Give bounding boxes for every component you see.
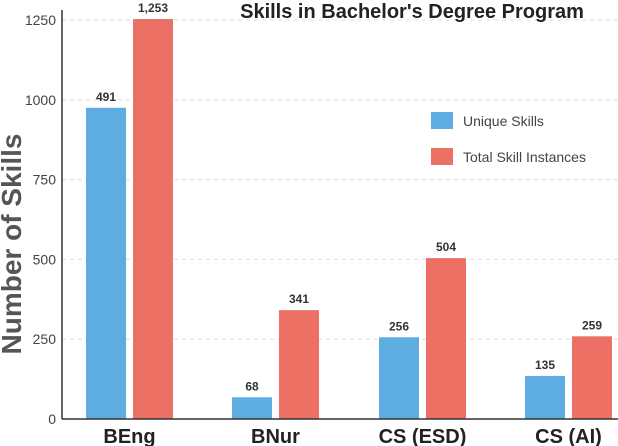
bar-value-label: 256 xyxy=(389,319,409,333)
bar-value-label: 341 xyxy=(289,292,309,306)
bar-value-label: 504 xyxy=(436,240,456,254)
bar-unique-1 xyxy=(232,397,272,419)
x-category-label: CS (AI) xyxy=(535,426,602,446)
legend: Unique Skills Total Skill Instances xyxy=(431,112,586,165)
bar-total-1 xyxy=(279,310,319,419)
y-axis-ticks: 0 250 500 750 1000 1250 xyxy=(25,12,56,427)
legend-swatch xyxy=(431,148,453,165)
legend-label: Total Skill Instances xyxy=(463,149,586,165)
bar-value-label: 491 xyxy=(96,90,116,104)
x-category-label: BNur xyxy=(251,426,300,446)
x-category-label: BEng xyxy=(103,426,155,446)
y-axis-label: Number of Skills xyxy=(0,134,27,355)
bar-value-label: 68 xyxy=(245,379,259,393)
bars xyxy=(86,19,612,420)
y-tick-label: 1250 xyxy=(25,12,56,28)
x-category-label: CS (ESD) xyxy=(379,426,467,446)
y-tick-label: 500 xyxy=(33,251,57,267)
y-tick-label: 750 xyxy=(33,172,57,188)
y-tick-label: 1000 xyxy=(25,92,56,108)
legend-swatch xyxy=(431,112,453,129)
y-tick-label: 0 xyxy=(48,411,56,427)
bar-total-0 xyxy=(133,19,173,420)
bar-unique-3 xyxy=(525,375,565,419)
bar-value-label: 135 xyxy=(535,358,555,372)
bar-unique-0 xyxy=(86,107,126,419)
bar-value-label: 259 xyxy=(582,318,602,332)
bar-value-label: 1,253 xyxy=(138,1,168,15)
chart-title: Skills in Bachelor's Degree Program xyxy=(240,1,584,23)
y-tick-label: 250 xyxy=(33,331,57,347)
bar-total-2 xyxy=(426,258,466,419)
x-axis-categories: BEng BNur CS (ESD) CS (AI) xyxy=(103,426,601,446)
legend-label: Unique Skills xyxy=(463,113,544,129)
data-labels: 491 1,253 68 341 256 504 135 259 xyxy=(96,1,602,393)
bar-total-3 xyxy=(572,336,612,419)
bar-unique-2 xyxy=(379,337,419,419)
